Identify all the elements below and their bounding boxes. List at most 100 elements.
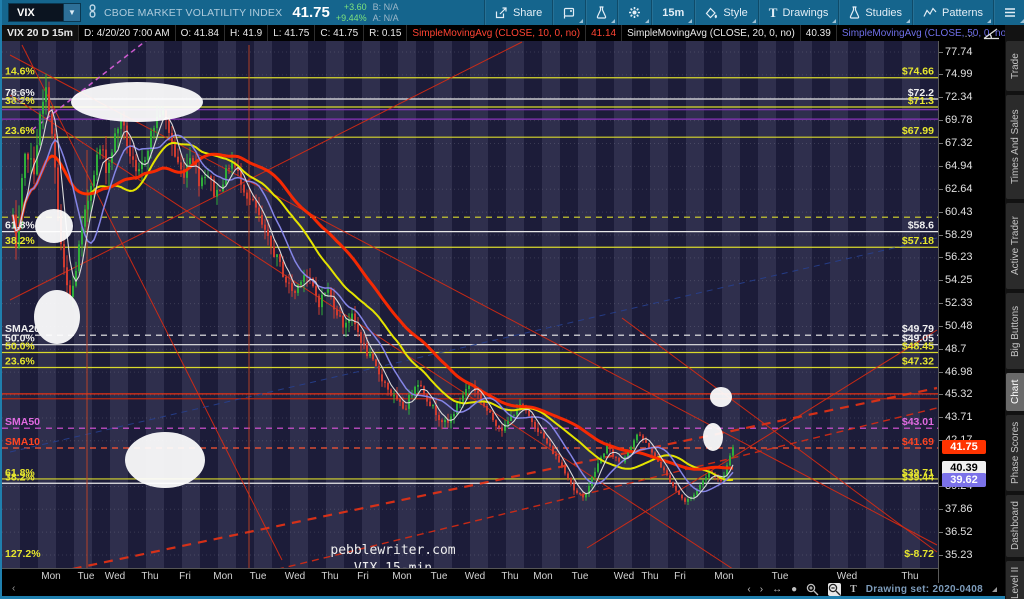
- share-button[interactable]: Share: [483, 0, 552, 25]
- zoom-in-icon[interactable]: [806, 583, 819, 596]
- text-tool-icon[interactable]: T: [850, 584, 857, 595]
- alerts-button[interactable]: [552, 0, 585, 25]
- day-label: Mon: [392, 571, 412, 582]
- link-chain-icon[interactable]: [87, 4, 98, 21]
- axis-price-label: 74.99: [945, 68, 973, 81]
- svg-text:$67.99: $67.99: [902, 125, 934, 137]
- note-flag-icon: [564, 7, 575, 18]
- flask-icon: [597, 6, 607, 19]
- last-price: 41.75: [292, 4, 330, 21]
- fit-width-icon[interactable]: ↔: [772, 584, 783, 595]
- axis-price-label: 72.34: [945, 91, 973, 104]
- chart-canvas[interactable]: 14.6% $74.66 78.6% $72.2 38.2% $71.3 23.6% $67.…: [2, 41, 938, 576]
- price-change: +3.60: [343, 1, 367, 12]
- angle-tool-icon[interactable]: [983, 27, 1000, 40]
- pan-forward-icon[interactable]: ›: [759, 584, 764, 595]
- day-label: Mon: [213, 571, 233, 582]
- axis-tick: [939, 257, 943, 259]
- axis-tick: [939, 280, 943, 282]
- svg-text:23.6%: 23.6%: [5, 356, 35, 368]
- symbol-input[interactable]: VIX: [8, 3, 64, 22]
- day-label: Wed: [104, 571, 126, 582]
- svg-text:$39.71: $39.71: [902, 467, 934, 479]
- axis-price-label: 48.7: [945, 342, 967, 355]
- day-label: Mon: [533, 571, 553, 582]
- gadget-sidebar: Trade Times And Sales Active Trader Big But…: [1005, 25, 1024, 599]
- axis-tick: [939, 165, 943, 167]
- pan-back-icon[interactable]: ‹: [747, 584, 751, 595]
- ohlc-field: O: 41.84: [176, 25, 225, 41]
- crosshair-dot-icon[interactable]: ●: [791, 584, 798, 595]
- bid-value: B: N/A: [372, 1, 399, 12]
- time-axis[interactable]: Mon Tue Wed Thu Fri Mon Tue Wed Thu Fri Mon Tue Wed T…: [2, 568, 938, 583]
- sidebar-tab-level-ii[interactable]: Level II: [1006, 561, 1024, 599]
- day-label: Mon: [714, 571, 734, 582]
- axis-price-label: 45.32: [945, 388, 973, 401]
- axis-tick: [939, 234, 943, 236]
- day-label: Tue: [77, 571, 95, 582]
- resize-corner-icon[interactable]: [992, 587, 997, 592]
- day-label: Fri: [674, 571, 686, 582]
- study-label: SimpleMovingAvg (CLOSE, 10, 0, no): [407, 25, 587, 41]
- list-menu-icon: [1005, 8, 1015, 17]
- share-icon: [495, 6, 507, 18]
- info-icon[interactable]: i: [12, 91, 25, 104]
- svg-text:$39.44: $39.44: [902, 471, 934, 483]
- axis-tick: [939, 394, 943, 396]
- sidebar-tab-active-trader[interactable]: Active Trader: [1006, 203, 1024, 289]
- pattern-wave-icon: [923, 7, 937, 17]
- price-axis[interactable]: 77.74 74.99 72.34 69.78 67.32 64.94 62.64 60.43…: [938, 41, 1005, 583]
- axis-tick: [939, 211, 943, 213]
- quick-study-button[interactable]: [585, 0, 617, 25]
- grid-menu-button[interactable]: [993, 0, 1024, 25]
- axis-tick: [939, 97, 943, 99]
- timeframe-button[interactable]: 15m: [651, 0, 694, 25]
- settings-button[interactable]: [617, 0, 651, 25]
- sidebar-tab-dashboard[interactable]: Dashboard: [1006, 495, 1024, 557]
- sidebar-tab-phase-scores[interactable]: Phase Scores: [1006, 415, 1024, 491]
- axis-tick: [939, 142, 943, 144]
- sidebar-tab-big-buttons[interactable]: Big Buttons: [1006, 293, 1024, 369]
- axis-price-label: 35.23: [945, 548, 973, 561]
- day-label: Thu: [321, 571, 339, 582]
- symbol-description: CBOE MARKET VOLATILITY INDEX: [104, 6, 283, 19]
- patterns-button[interactable]: Patterns: [912, 0, 993, 25]
- ohlc-field: L: 41.75: [268, 25, 316, 41]
- svg-text:$74.66: $74.66: [902, 66, 934, 78]
- axis-price-label: 56.23: [945, 251, 973, 264]
- window-border: [2, 596, 1024, 599]
- svg-text:$-8.72: $-8.72: [904, 548, 934, 560]
- sidebar-tab-times-and-sales[interactable]: Times And Sales: [1006, 95, 1024, 199]
- drawings-button[interactable]: T Drawings: [757, 0, 839, 25]
- symbol-dropdown-arrow-icon[interactable]: ▼: [64, 3, 81, 22]
- studies-button[interactable]: Studies: [838, 0, 912, 25]
- day-label: Wed: [836, 571, 858, 582]
- price-badge: 41.75: [942, 440, 986, 455]
- axis-price-label: 43.71: [945, 411, 973, 424]
- axis-price-label: 37.86: [945, 502, 973, 515]
- pan-left-icon[interactable]: ‹: [12, 583, 16, 594]
- sidebar-tab-chart[interactable]: Chart: [1006, 373, 1024, 411]
- symbol-selector[interactable]: VIX ▼: [8, 3, 81, 22]
- day-label: Tue: [430, 571, 448, 582]
- sidebar-tab-trade[interactable]: Trade: [1006, 41, 1024, 91]
- axis-price-label: 60.43: [945, 205, 973, 218]
- ohlc-field: D: 4/20/20 7:00 AM: [79, 25, 176, 41]
- top-toolbar: VIX ▼ CBOE MARKET VOLATILITY INDEX 41.75…: [2, 0, 1024, 25]
- zoom-out-icon[interactable]: [828, 583, 842, 596]
- svg-text:$41.69: $41.69: [902, 436, 934, 448]
- day-label: Wed: [284, 571, 306, 582]
- timeframe-label: 15m: [662, 6, 685, 19]
- ohlc-field: H: 41.9: [225, 25, 269, 41]
- drawings-t-icon: T: [768, 4, 778, 20]
- day-label: Tue: [771, 571, 789, 582]
- drawing-set-selector[interactable]: Drawing set: 2020-0408: [865, 584, 983, 595]
- style-button[interactable]: Style: [694, 0, 757, 25]
- flask-icon: [850, 6, 860, 19]
- day-label: Thu: [641, 571, 659, 582]
- more-studies-ellipsis[interactable]: …: [964, 27, 975, 40]
- axis-price-label: 52.33: [945, 297, 973, 310]
- axis-price-label: 67.32: [945, 136, 973, 149]
- axis-price-label: 54.25: [945, 274, 973, 287]
- chart-title: VIX 20 D 15m: [2, 25, 79, 41]
